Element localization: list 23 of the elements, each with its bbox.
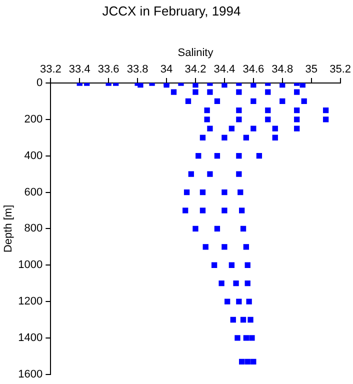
y-axis-title: Depth [m] <box>2 204 15 253</box>
y-tick-label: 800 <box>24 222 43 235</box>
x-axis-title: Salinity <box>178 47 214 60</box>
x-tick-label: 35.2 <box>330 63 352 76</box>
y-tick-label: 600 <box>24 186 43 198</box>
y-tick-label: 0 <box>36 77 43 90</box>
y-tick-label: 1200 <box>18 296 43 308</box>
x-tick-label: 35 <box>305 63 318 76</box>
x-tick-label: 34.6 <box>242 63 264 76</box>
chart-title: JCCX in February, 1994 <box>102 3 241 18</box>
x-tick-label: 33.6 <box>98 63 120 76</box>
y-tick-label: 1600 <box>18 368 43 380</box>
x-tick-label: 33.8 <box>126 63 148 76</box>
x-tick-label: 34.8 <box>272 63 294 76</box>
x-tick-label: 33.2 <box>40 63 62 76</box>
x-tick-label: 34.4 <box>214 63 236 76</box>
y-tick-label: 1400 <box>18 332 43 344</box>
x-tick-label: 33.4 <box>68 63 90 76</box>
x-tick-label: 34 <box>160 63 173 76</box>
y-tick-label: 400 <box>24 150 43 162</box>
x-tick-label: 34.2 <box>184 63 206 76</box>
y-tick-label: 1000 <box>18 259 43 272</box>
y-tick-label: 200 <box>24 113 43 126</box>
